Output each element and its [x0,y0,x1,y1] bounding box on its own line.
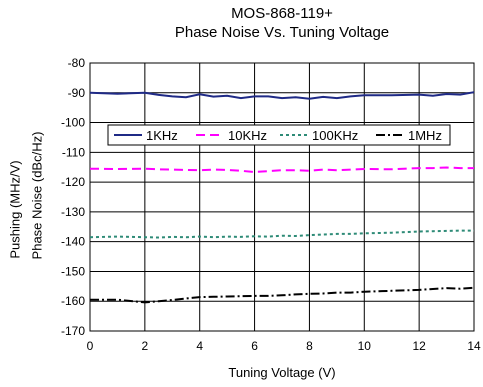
y-tick-label: -150 [61,264,85,278]
series-line-1mhz [90,286,475,304]
legend-box [107,124,451,146]
x-tick-label: 4 [196,339,203,353]
series-line-10khz [89,166,474,174]
chart-subtitle: Phase Noise Vs. Tuning Voltage [174,24,390,41]
legend-label-1khz: 1KHz [146,128,178,143]
legend-label-1mhz: 1MHz [408,128,442,143]
x-tick-label: 14 [467,339,481,353]
x-axis-label: Tuning Voltage (V) [228,365,336,380]
series-line-100khz [89,229,474,239]
x-tick-label: 8 [306,339,313,353]
x-tick-label: 2 [142,339,149,353]
x-tick-label: 6 [251,339,258,353]
series-line-1khz [89,91,475,100]
y-tick-label: -80 [68,56,86,70]
y-tick-label: -170 [61,324,85,338]
y-tick-label: -120 [61,175,85,189]
legend-label-100khz: 100KHz [312,128,358,143]
y-tick-label: -140 [61,235,85,249]
chart-title: MOS-868-119+ [231,5,333,22]
x-tick-label: 10 [358,339,372,353]
x-tick-label: 12 [412,339,426,353]
legend-label-10khz: 10KHz [228,128,267,143]
y-tick-label: -110 [62,145,85,159]
y-tick-label: -90 [68,86,86,100]
plot-frame [89,62,475,332]
y-tick-label: -160 [61,294,85,308]
y-tick-label: -130 [61,205,85,219]
x-tick-label: 0 [87,339,94,353]
y-tick-label: -100 [61,116,85,130]
